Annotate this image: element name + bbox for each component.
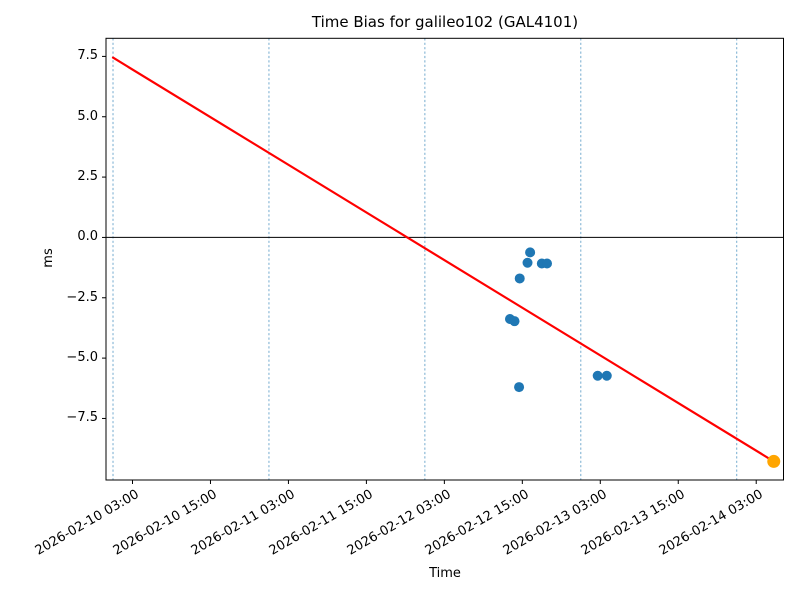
y-tick-label: 2.5 (77, 169, 98, 185)
y-tick-label: 7.5 (77, 48, 98, 64)
x-axis-label: Time (429, 566, 461, 581)
linear-trend-line (111, 56, 775, 463)
bias-measurements-point (509, 316, 520, 327)
bias-measurements-point (601, 370, 612, 381)
bias-measurements-point (525, 247, 536, 258)
chart-title: Time Bias for galileo102 (GAL4101) (311, 13, 579, 31)
bias-measurements-point (592, 370, 603, 381)
bias-measurements-point (514, 273, 525, 284)
y-tick-label: −7.5 (66, 410, 98, 426)
predicted-bias-point (767, 454, 781, 468)
bias-measurements-point (522, 257, 533, 268)
y-tick-label: −5.0 (66, 350, 98, 366)
y-tick-label: −2.5 (66, 289, 98, 305)
y-tick-label: 0.0 (77, 229, 98, 245)
bias-measurements-point (542, 258, 553, 269)
bias-measurements-point (514, 382, 525, 393)
y-tick-label: 5.0 (77, 108, 98, 124)
